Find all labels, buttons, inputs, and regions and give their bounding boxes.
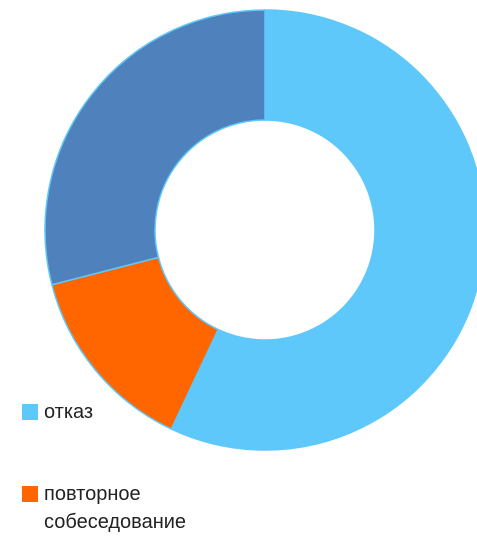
legend-label: отказ [44,401,94,423]
donut-segment [170,9,477,451]
legend-label: повторное собеседование [44,483,187,533]
legend-item: повторное собеседование [22,480,234,536]
legend-item: отказ [22,398,234,426]
legend-swatch [22,486,38,502]
legend-swatch [22,404,38,420]
donut-segment [44,9,266,286]
